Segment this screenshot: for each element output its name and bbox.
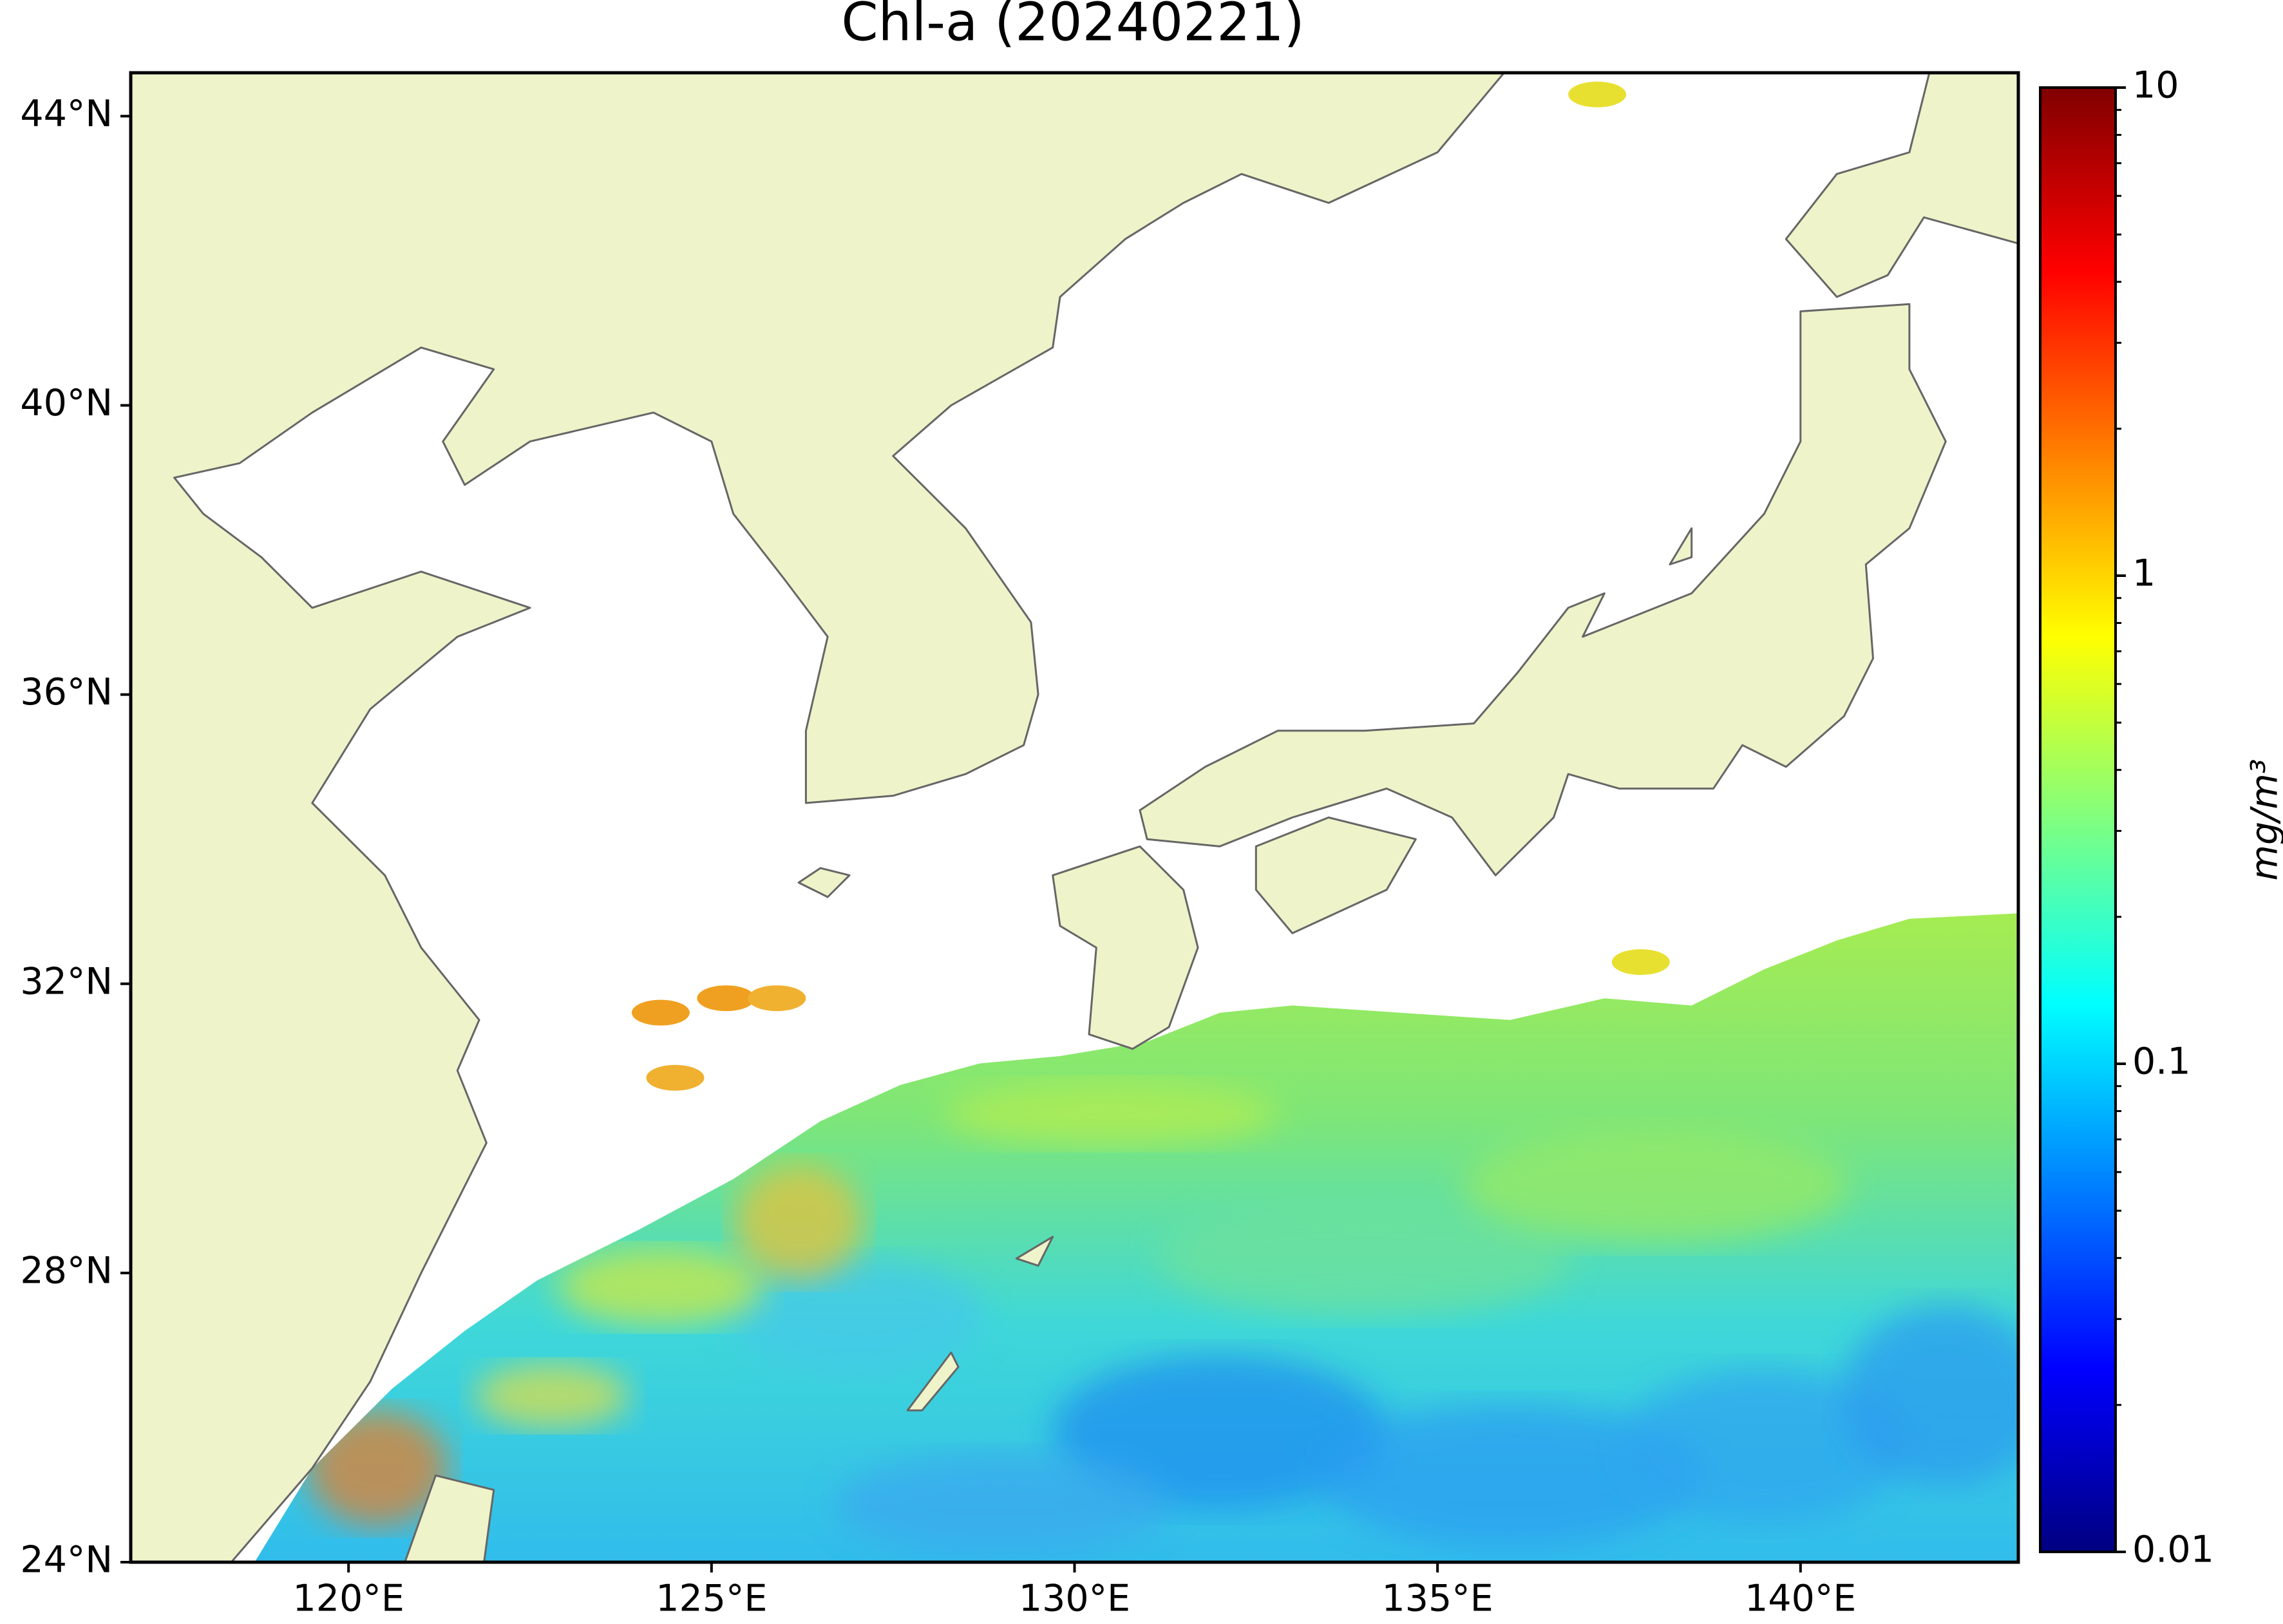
chlorophyll-patch <box>834 1453 1170 1556</box>
chlorophyll-patch <box>1462 1128 1849 1245</box>
y-tick-label: 44°N <box>20 93 113 135</box>
land-honshu <box>1139 303 1947 876</box>
chlorophyll-patch <box>748 985 806 1012</box>
chlorophyll-patch <box>646 1064 705 1091</box>
chlorophyll-patch <box>1843 1305 2018 1486</box>
colorbar-tick-label: 0.01 <box>2132 1529 2214 1571</box>
title: Chl-a (20240221) <box>841 0 1304 53</box>
chlorophyll-patch <box>307 1410 449 1527</box>
chlorophyll-patch <box>631 999 690 1026</box>
land-shikoku <box>1255 817 1417 934</box>
x-tick-label: 125°E <box>656 1578 767 1620</box>
land-kyushu <box>1052 845 1199 1050</box>
colorbar-tick-label: 0.1 <box>2132 1041 2191 1083</box>
chlorophyll-patch <box>557 1249 764 1327</box>
land-amami <box>1015 1236 1054 1267</box>
chlorophyll-patch <box>728 1258 986 1375</box>
land-hokkaido <box>1785 73 2018 298</box>
chlorophyll-patch <box>474 1363 629 1428</box>
land-jeju <box>797 867 851 898</box>
chlorophyll-clip-north <box>131 73 2018 1562</box>
axes: 120°E 125°E 130°E 135°E 140°E 24°N 28°N 32°N 36°… <box>20 93 1856 1620</box>
chlorophyll-field <box>254 913 2018 1562</box>
land-mainland <box>131 73 1506 1562</box>
y-tick-label: 32°N <box>20 960 113 1003</box>
colorbar: mg/m³ 0.01 0.1 1 10 <box>2039 64 2283 1571</box>
chlorophyll-patch <box>1159 1200 1571 1317</box>
land-okinawa <box>906 1351 960 1412</box>
y-tick-label: 36°N <box>20 671 113 713</box>
chlorophyll-patch <box>1052 1354 1387 1509</box>
chlorophyll-patch <box>734 1164 864 1281</box>
x-tick-label: 135°E <box>1381 1578 1493 1620</box>
x-tick-label: 140°E <box>1745 1578 1856 1620</box>
chlorophyll-patch <box>1568 81 1627 108</box>
chlorophyll-patch <box>943 1081 1278 1146</box>
chlorophyll-patch <box>1316 1404 1703 1547</box>
x-tick-label: 130°E <box>1019 1578 1130 1620</box>
land-taiwan <box>404 1474 495 1562</box>
colorbar-gradient <box>2039 86 2117 1553</box>
colorbar-label: mg/m³ <box>2244 759 2283 880</box>
y-tick-label: 24°N <box>20 1539 113 1582</box>
x-tick-label: 120°E <box>293 1578 404 1620</box>
chlorophyll-patch <box>1611 949 1670 976</box>
map <box>131 73 2018 1562</box>
chlorophyll-patch <box>1622 1369 1906 1524</box>
chlorophyll-patch <box>697 985 755 1012</box>
land-sado <box>1669 527 1693 565</box>
colorbar-tick-label: 10 <box>2132 64 2179 107</box>
colorbar-tick-label: 1 <box>2132 552 2155 595</box>
y-tick-label: 40°N <box>20 382 113 424</box>
y-tick-label: 28°N <box>20 1249 113 1292</box>
